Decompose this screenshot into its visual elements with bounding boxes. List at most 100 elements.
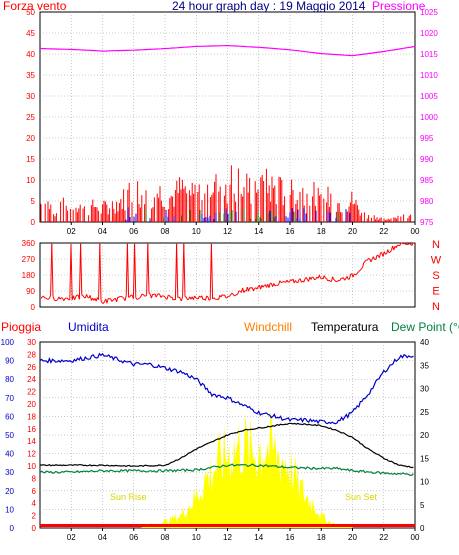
x-tick-label: 18 [317,227,326,236]
direction-y-ticks: 0 90 180 270 360 [22,239,36,312]
direction-segment [318,274,322,279]
direction-segment [213,297,216,300]
direction-segment [303,278,306,283]
wind-axis-title: Forza vento [3,0,67,13]
rain-tick-label: 8 [32,474,37,483]
rain-tick-label: 16 [27,425,36,434]
direction-segment [218,295,221,300]
direction-segment [299,278,302,283]
direction-segment [221,294,224,296]
sunrise-label: Sun Rise [110,492,147,502]
compass-label: N [432,301,440,313]
x-tick-label: 06 [129,227,138,236]
direction-segment [75,294,78,297]
direction-segment [274,284,277,287]
direction-segment [362,262,365,268]
direction-segment [178,296,181,299]
pressure-tick-label: 975 [420,218,434,227]
x-tick-label: 22 [379,227,388,236]
pressure-tick-label: 985 [420,176,434,185]
direction-segment [382,251,385,257]
x-tick-label: 12 [223,533,232,542]
direction-segment [277,284,279,286]
direction-segment [370,258,373,263]
direction-segment [56,298,59,301]
wind-tick-label: 45 [26,29,35,38]
direction-segment [48,295,52,299]
x-tick-label: 12 [223,227,232,236]
direction-segment [279,280,282,283]
direction-segment [401,242,404,245]
direction-segment [314,278,317,281]
direction-segment [122,296,125,299]
direction-segment [252,288,256,292]
x-tick-label: 02 [67,533,76,542]
x-tick-label: 16 [286,227,295,236]
direction-segment [47,297,50,300]
direction-segment [333,279,336,281]
wind-x-ticks: 02 04 06 08 10 12 14 16 18 20 22 00 [67,222,420,236]
x-tick-label: 00 [411,227,420,236]
wind-tick-label: 50 [26,8,35,17]
direction-segment [290,279,293,281]
direction-segment [204,295,208,301]
direction-segment [268,283,271,288]
wind-tick-label: 40 [26,50,35,59]
direction-segment [70,243,73,300]
direction-segment [360,267,364,270]
direction-segment [102,301,106,304]
windchill-legend: Windchill [244,320,292,334]
direction-tick-label: 360 [22,239,36,248]
wind-tick-label: 20 [26,134,35,143]
direction-segment [395,244,398,248]
compass-label: W [431,255,442,267]
direction-segment [311,276,314,279]
direction-segment [330,276,334,282]
direction-segment [235,294,237,296]
direction-segment [180,296,184,302]
x-tick-label: 10 [192,533,201,542]
wind-tick-label: 10 [26,176,35,185]
temp-x-ticks: 02 04 06 08 10 12 14 16 18 20 22 00 [67,528,420,542]
humidity-tick-label: 60 [5,412,14,421]
direction-segment [328,279,331,282]
direction-segment [228,294,232,297]
pressure-tick-label: 1015 [420,50,438,59]
direction-segment [45,297,48,300]
sunset-label: Sun Set [345,492,378,502]
direction-segment [297,279,300,284]
humidity-y-ticks: 0 10 20 30 40 50 60 70 80 90 100 [1,338,15,533]
direction-segment [352,273,355,278]
x-tick-label: 14 [254,227,263,236]
direction-segment [61,297,63,299]
direction-segment [242,287,245,293]
direction-segment [372,256,376,260]
direction-segment [59,297,62,300]
compass-label: N [432,239,440,251]
pressure-tick-label: 1005 [420,92,438,101]
temp-tick-label: 0 [420,524,425,533]
direction-segment [278,280,281,285]
direction-segment [163,295,165,297]
humidity-tick-label: 70 [5,394,14,403]
wind-y-ticks: 0 5 10 15 20 25 30 35 40 45 50 [26,8,35,227]
pressure-tick-label: 980 [420,197,434,206]
direction-segment [363,261,366,263]
rain-tick-label: 24 [27,375,36,384]
direction-segment [231,292,234,295]
humidity-legend: Umidita [68,320,109,334]
direction-segment [262,285,265,288]
direction-segment [155,294,158,298]
direction-segment [301,280,303,283]
direction-segment [358,269,361,272]
direction-segment [166,295,169,300]
direction-segment [356,272,359,275]
temp-tick-label: 25 [420,408,429,417]
pressure-y-ticks: 975 980 985 990 995 1000 1005 1010 1015 1020 1025 [420,8,438,227]
direction-segment [230,292,233,296]
direction-segment [148,292,151,295]
direction-segment [339,278,342,281]
temp-tick-label: 35 [420,361,429,370]
direction-segment [66,297,70,301]
